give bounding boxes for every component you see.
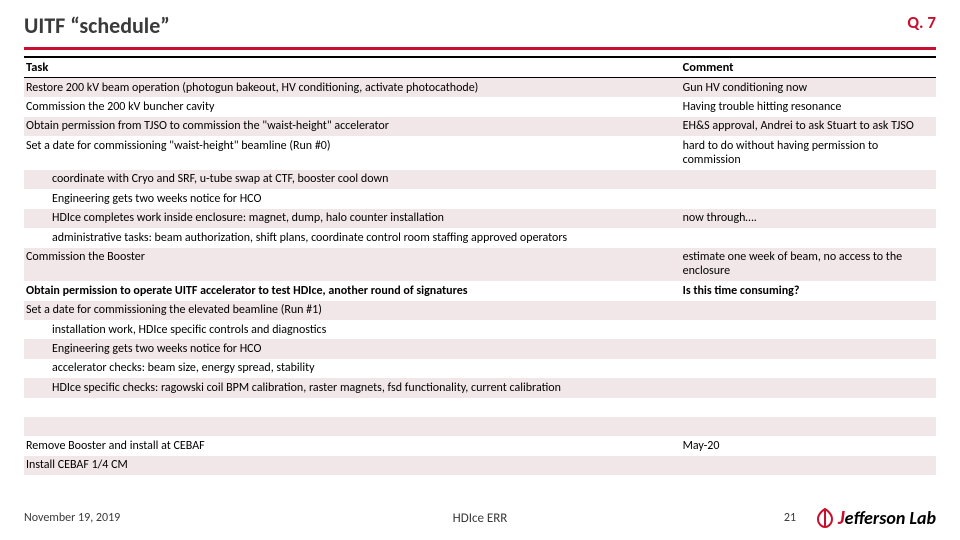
comment-cell <box>681 359 936 378</box>
schedule-table: Task Comment Restore 200 kV beam operati… <box>24 56 936 475</box>
logo-rest: efferson Lab <box>845 507 936 529</box>
task-cell <box>24 398 681 417</box>
comment-cell <box>681 339 936 358</box>
jlab-logo-icon <box>814 507 836 529</box>
task-cell: installation work, HDIce specific contro… <box>24 320 681 339</box>
task-cell: Commission the Booster <box>24 248 681 282</box>
page-title: UITF “schedule” <box>24 12 170 39</box>
table-row: Engineering gets two weeks notice for HC… <box>24 339 936 358</box>
task-cell: Install CEBAF 1/4 CM <box>24 456 681 475</box>
page-number: 21 <box>784 511 796 525</box>
task-cell <box>24 417 681 436</box>
comment-cell: hard to do without having permission to … <box>681 136 936 170</box>
table-row: accelerator checks: beam size, energy sp… <box>24 359 936 378</box>
comment-cell <box>681 228 936 247</box>
comment-cell <box>681 320 936 339</box>
footer-center: HDIce ERR <box>453 511 508 526</box>
task-cell: Restore 200 kV beam operation (photogun … <box>24 78 681 98</box>
table-row: installation work, HDIce specific contro… <box>24 320 936 339</box>
task-cell: coordinate with Cryo and SRF, u-tube swa… <box>24 170 681 189</box>
task-cell: Set a date for commissioning "waist-heig… <box>24 136 681 170</box>
accent-rule <box>24 47 936 50</box>
comment-cell: EH&S approval, Andrei to ask Stuart to a… <box>681 117 936 136</box>
comment-cell: Is this time consuming? <box>681 281 936 300</box>
task-cell: HDIce specific checks: ragowski coil BPM… <box>24 378 681 397</box>
table-row: Commission the Boosterestimate one week … <box>24 248 936 282</box>
table-row <box>24 417 936 436</box>
comment-cell <box>681 170 936 189</box>
table-row: HDIce specific checks: ragowski coil BPM… <box>24 378 936 397</box>
table-row: Restore 200 kV beam operation (photogun … <box>24 78 936 98</box>
header-row: UITF “schedule” Q. 7 <box>24 12 936 39</box>
table-row: Install CEBAF 1/4 CM <box>24 456 936 475</box>
task-cell: Remove Booster and install at CEBAF <box>24 436 681 455</box>
comment-cell <box>681 456 936 475</box>
table-row: Engineering gets two weeks notice for HC… <box>24 189 936 208</box>
task-cell: Obtain permission from TJSO to commissio… <box>24 117 681 136</box>
comment-cell <box>681 301 936 320</box>
comment-cell <box>681 398 936 417</box>
slide: UITF “schedule” Q. 7 Task Comment Restor… <box>0 0 960 540</box>
task-cell: Engineering gets two weeks notice for HC… <box>24 339 681 358</box>
jlab-logo: Jefferson Lab <box>814 506 936 530</box>
comment-cell: estimate one week of beam, no access to … <box>681 248 936 282</box>
task-cell: accelerator checks: beam size, energy sp… <box>24 359 681 378</box>
comment-cell <box>681 189 936 208</box>
comment-cell: Gun HV conditioning now <box>681 78 936 98</box>
logo-j: J <box>838 506 845 530</box>
task-cell: HDIce completes work inside enclosure: m… <box>24 209 681 228</box>
comment-cell <box>681 417 936 436</box>
col-header-task: Task <box>24 57 681 78</box>
task-cell: administrative tasks: beam authorization… <box>24 228 681 247</box>
task-cell: Set a date for commissioning the elevate… <box>24 301 681 320</box>
question-number: Q. 7 <box>907 12 936 33</box>
comment-cell <box>681 378 936 397</box>
table-row: Obtain permission from TJSO to commissio… <box>24 117 936 136</box>
table-row: Obtain permission to operate UITF accele… <box>24 281 936 300</box>
table-row: Set a date for commissioning the elevate… <box>24 301 936 320</box>
table-row: Set a date for commissioning "waist-heig… <box>24 136 936 170</box>
table-row: Remove Booster and install at CEBAFMay-2… <box>24 436 936 455</box>
table-row: administrative tasks: beam authorization… <box>24 228 936 247</box>
table-header-row: Task Comment <box>24 57 936 78</box>
comment-cell: now through…. <box>681 209 936 228</box>
task-cell: Commission the 200 kV buncher cavity <box>24 97 681 116</box>
footer-date: November 19, 2019 <box>24 511 120 525</box>
table-row: HDIce completes work inside enclosure: m… <box>24 209 936 228</box>
col-header-comment: Comment <box>681 57 936 78</box>
table-row <box>24 398 936 417</box>
table-row: Commission the 200 kV buncher cavityHavi… <box>24 97 936 116</box>
comment-cell: Having trouble hitting resonance <box>681 97 936 116</box>
task-cell: Engineering gets two weeks notice for HC… <box>24 189 681 208</box>
footer-right: 21 Jefferson Lab <box>784 506 936 530</box>
table-row: coordinate with Cryo and SRF, u-tube swa… <box>24 170 936 189</box>
comment-cell: May-20 <box>681 436 936 455</box>
task-cell: Obtain permission to operate UITF accele… <box>24 281 681 300</box>
footer: November 19, 2019 HDIce ERR 21 Jefferson… <box>24 506 936 530</box>
